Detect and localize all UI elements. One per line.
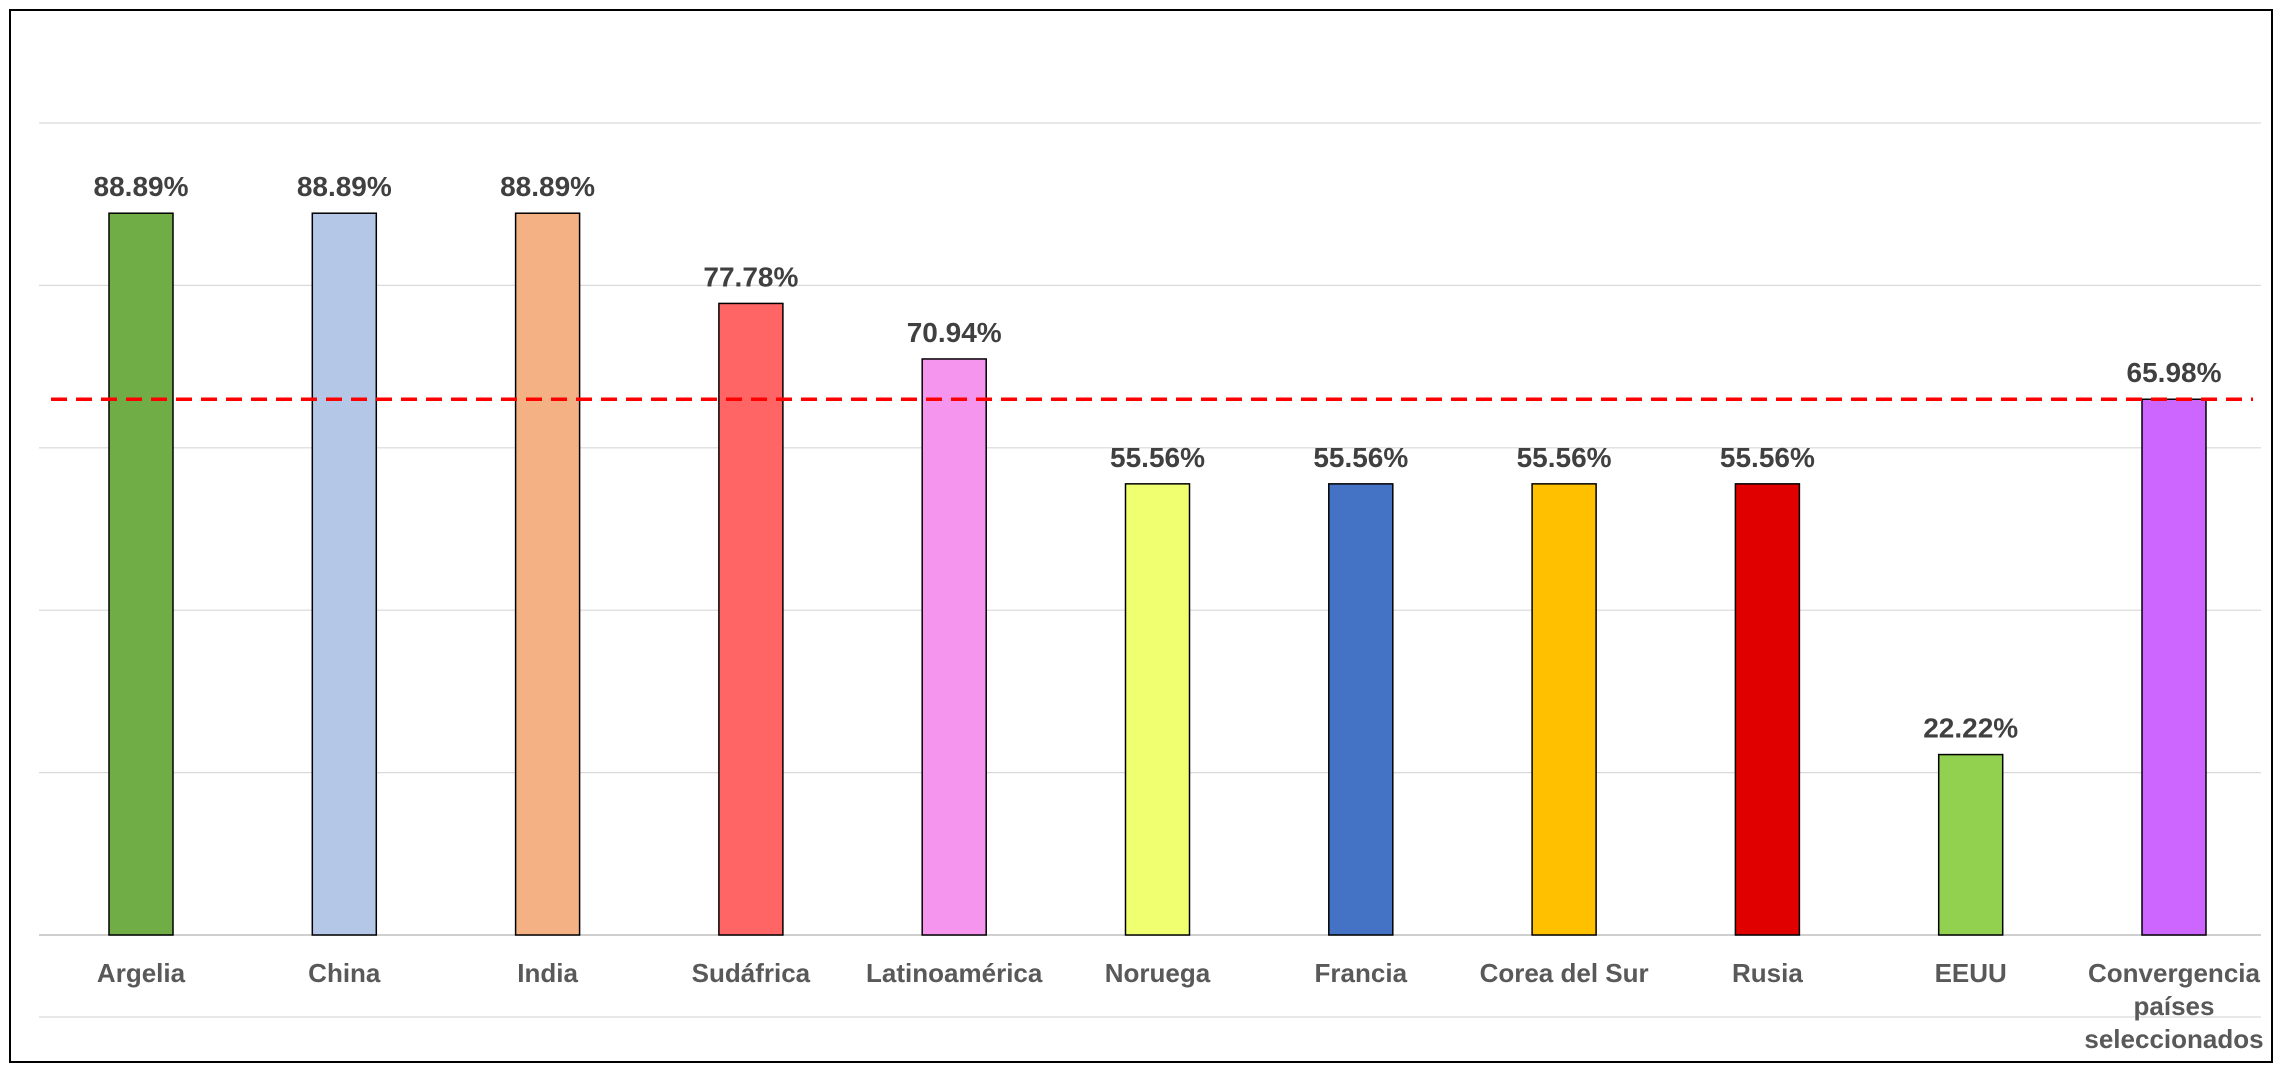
data-label: 70.94%: [907, 317, 1002, 348]
x-tick-label: Rusia: [1732, 958, 1803, 988]
x-tick-label: EEUU: [1935, 958, 2007, 988]
bar: [921, 358, 987, 936]
x-tick-label: Sudáfrica: [692, 958, 811, 988]
bar: [1531, 483, 1597, 936]
bar: [718, 302, 784, 936]
category-labels: Argelia China India Sudáfrica Latinoamérica N…: [97, 958, 2264, 1054]
data-label: 22.22%: [1923, 713, 2018, 744]
x-tick-label: Corea del Sur: [1480, 958, 1649, 988]
x-tick-label: India: [517, 958, 578, 988]
chart-frame: 88.89% 88.89% 88.89% 77.78% 70.94% 55.56% 55.5…: [9, 9, 2273, 1063]
data-label: 88.89%: [94, 171, 189, 202]
data-label: 65.98%: [2127, 357, 2222, 388]
bar: [514, 212, 581, 936]
x-tick-label: seleccionados: [2084, 1024, 2263, 1054]
x-tick-label: Argelia: [97, 958, 186, 988]
bar: [1734, 483, 1801, 936]
data-label: 77.78%: [703, 261, 798, 292]
x-tick-label: Noruega: [1105, 958, 1211, 988]
x-tick-label: Latinoamérica: [866, 958, 1043, 988]
x-tick-label: China: [308, 958, 381, 988]
data-label: 55.56%: [1720, 442, 1815, 473]
bars: [108, 212, 2207, 936]
value-labels: 88.89% 88.89% 88.89% 77.78% 70.94% 55.56% 55.5…: [94, 171, 2222, 743]
data-label: 88.89%: [500, 171, 595, 202]
data-label: 55.56%: [1110, 442, 1205, 473]
x-tick-label: Convergencia: [2088, 958, 2260, 988]
data-label: 55.56%: [1517, 442, 1612, 473]
data-label: 88.89%: [297, 171, 392, 202]
gridlines: [39, 122, 2261, 1018]
bar: [2141, 398, 2207, 936]
bar: [1124, 483, 1191, 936]
bar-chart: 88.89% 88.89% 88.89% 77.78% 70.94% 55.56% 55.5…: [39, 122, 2264, 1054]
bar: [1937, 753, 2004, 936]
x-tick-label: países: [2134, 991, 2215, 1021]
bar: [311, 212, 378, 936]
x-tick-label: Francia: [1315, 958, 1408, 988]
bar: [108, 212, 174, 936]
bar: [1328, 483, 1394, 936]
data-label: 55.56%: [1313, 442, 1408, 473]
